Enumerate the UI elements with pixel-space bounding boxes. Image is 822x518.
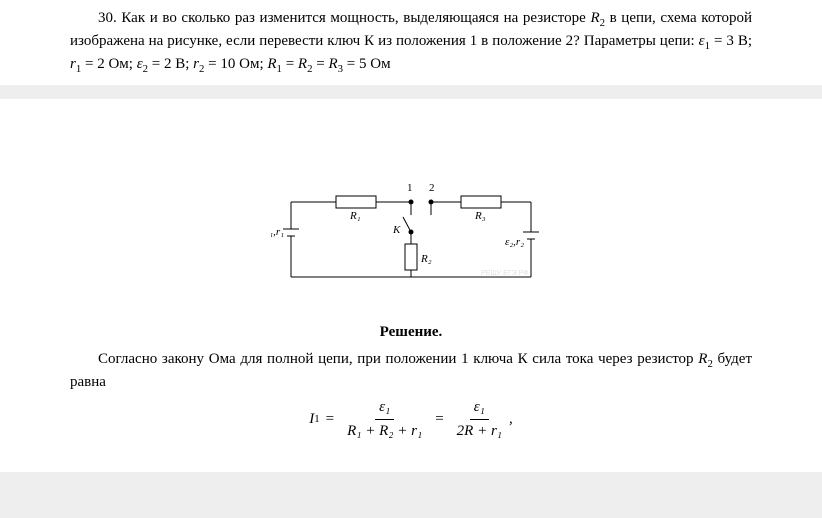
eq-r2: = 10 Ом; — [204, 56, 267, 72]
var-R2b: R — [298, 56, 307, 72]
eq-R3: = 5 Ом — [343, 56, 391, 72]
formula-lhs-sub: 1 — [314, 412, 319, 427]
label-R2: R₂ — [420, 253, 432, 265]
label-source-left: ε₁,r₁ — [271, 226, 284, 238]
problem-number: 30 — [98, 10, 113, 26]
frac1-num: ε₁ — [375, 397, 394, 420]
label-K: K — [392, 224, 401, 236]
frac2-den: 2R + r₁ — [453, 420, 506, 442]
label-R1: R₁ — [349, 210, 361, 222]
formula: I1 = ε₁ R₁ + R₂ + r₁ = ε₁ 2R + r₁ , — [70, 397, 752, 442]
var-R1: R — [267, 56, 276, 72]
label-pos1: 1 — [407, 182, 413, 194]
var-R3: R — [328, 56, 337, 72]
eq-sign-2: = — [435, 409, 443, 430]
var-R2: R — [590, 10, 599, 26]
label-pos2: 2 — [429, 182, 435, 194]
circuit-svg: 1 2 ε₁,r₁ ε₂,r₂ R₁ R₃ R₂ K РЕШУ ЕГЭ РФ — [271, 177, 551, 307]
eq-R1: = — [282, 56, 298, 72]
problem-text: 30. Как и во сколько раз изменится мощно… — [70, 8, 752, 77]
frac1-den: R₁ + R₂ + r₁ — [343, 420, 426, 442]
problem-section: 30. Как и во сколько раз изменится мощно… — [0, 0, 822, 85]
formula-trailing: , — [509, 409, 513, 430]
solution-part1: Согласно закону Ома для полной цепи, при… — [98, 351, 698, 367]
watermark: РЕШУ ЕГЭ РФ — [481, 270, 529, 277]
circuit-diagram: 1 2 ε₁,r₁ ε₂,r₂ R₁ R₃ R₂ K РЕШУ ЕГЭ РФ — [70, 177, 752, 314]
label-source-right: ε₂,r₂ — [505, 236, 524, 248]
frac2-num: ε₁ — [470, 397, 489, 420]
solution-section: 1 2 ε₁,r₁ ε₂,r₂ R₁ R₃ R₂ K РЕШУ ЕГЭ РФ Р… — [0, 99, 822, 472]
label-R3: R₃ — [474, 210, 486, 222]
fraction-2: ε₁ 2R + r₁ — [453, 397, 506, 442]
eq-e2: = 2 В; — [148, 56, 193, 72]
problem-part1: Как и во сколько раз изменится мощность,… — [121, 10, 590, 26]
solution-title: Решение. — [70, 322, 752, 343]
eq-sign-1: = — [326, 409, 334, 430]
eq-r1: = 2 Ом; — [81, 56, 136, 72]
eq-R2: = — [313, 56, 329, 72]
fraction-1: ε₁ R₁ + R₂ + r₁ — [343, 397, 426, 442]
eq-e1: = 3 В; — [710, 33, 752, 49]
solution-text: Согласно закону Ома для полной цепи, при… — [70, 349, 752, 393]
